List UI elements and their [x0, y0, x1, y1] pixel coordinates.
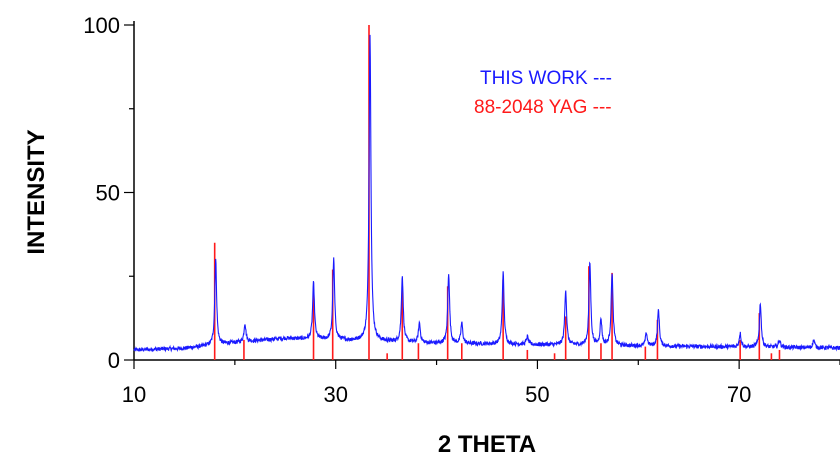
x-tick-label: 50 — [525, 382, 549, 407]
y-tick-label: 100 — [83, 13, 120, 38]
y-axis-title: INTENSITY — [23, 129, 50, 254]
axes — [133, 21, 840, 361]
x-tick-label: 30 — [323, 382, 347, 407]
legend-this-work: THIS WORK --- — [480, 68, 612, 89]
legend-yag: 88-2048 YAG --- — [474, 97, 612, 118]
x-axis-title: 2 THETA — [438, 431, 536, 458]
y-tick-label: 0 — [108, 348, 120, 373]
y-tick-label: 50 — [96, 181, 120, 206]
series-line-this-work — [133, 34, 840, 353]
x-tick-label: 10 — [122, 382, 146, 407]
ticks: 10 30 50 70 0 50 100 — [83, 13, 840, 407]
x-tick-label: 70 — [727, 382, 751, 407]
